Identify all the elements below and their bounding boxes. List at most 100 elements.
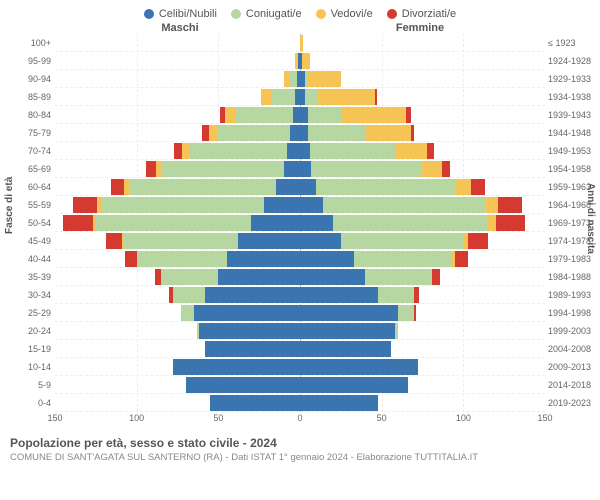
bar-segment-divorced [427, 143, 434, 159]
age-label: 30-34 [3, 290, 51, 300]
age-label: 85-89 [3, 92, 51, 102]
bar-females [300, 125, 545, 141]
bar-females [300, 233, 545, 249]
bar-males [55, 269, 300, 285]
bar-segment-divorced [468, 233, 488, 249]
birth-year-label: 1924-1928 [548, 56, 600, 66]
bar-segment-widowed [365, 125, 411, 141]
bar-females [300, 107, 545, 123]
age-row: 30-341989-1993 [55, 286, 545, 304]
x-axis: 15010050050100150 [55, 412, 545, 430]
birth-year-label: 1959-1963 [548, 182, 600, 192]
bar-segment-widowed [318, 89, 375, 105]
chart-title: Popolazione per età, sesso e stato civil… [10, 436, 590, 450]
bar-segment-married [308, 125, 365, 141]
bar-females [300, 395, 545, 411]
age-row: 90-941929-1933 [55, 70, 545, 88]
age-label: 10-14 [3, 362, 51, 372]
age-label: 75-79 [3, 128, 51, 138]
age-row: 25-291994-1998 [55, 304, 545, 322]
bar-segment-married [308, 107, 341, 123]
bar-segment-married [395, 323, 398, 339]
age-row: 45-491974-1978 [55, 232, 545, 250]
bar-segment-divorced [106, 233, 122, 249]
bar-segment-single [300, 107, 308, 123]
bar-segment-single [300, 233, 341, 249]
birth-year-label: 1939-1943 [548, 110, 600, 120]
bar-segment-divorced [174, 143, 182, 159]
bar-segment-married [96, 215, 251, 231]
legend-item: Celibi/Nubili [144, 8, 217, 20]
bar-segment-married [310, 143, 395, 159]
bar-segment-single [205, 287, 300, 303]
age-row: 60-641959-1963 [55, 178, 545, 196]
bar-segment-divorced [111, 179, 124, 195]
bar-segment-divorced [432, 269, 440, 285]
bar-males [55, 395, 300, 411]
x-tick: 150 [537, 413, 552, 423]
bar-segment-married [217, 125, 291, 141]
bar-females [300, 287, 545, 303]
bar-segment-single [300, 161, 311, 177]
chart-subtitle: COMUNE DI SANT'AGATA SUL SANTERNO (RA) -… [10, 452, 590, 463]
bar-segment-married [341, 233, 464, 249]
birth-year-label: 2009-2013 [548, 362, 600, 372]
bar-segment-divorced [414, 287, 419, 303]
bar-segment-widowed [422, 161, 442, 177]
age-row: 40-441979-1983 [55, 250, 545, 268]
pyramid-plot: 100+≤ 192395-991924-192890-941929-193385… [55, 34, 545, 412]
bar-females [300, 359, 545, 375]
bar-segment-married [316, 179, 455, 195]
legend-label: Divorziati/e [402, 8, 456, 20]
age-label: 35-39 [3, 272, 51, 282]
bar-segment-married [305, 89, 318, 105]
bar-segment-married [181, 305, 194, 321]
bar-segment-divorced [146, 161, 156, 177]
bar-males [55, 197, 300, 213]
age-label: 100+ [3, 38, 51, 48]
bar-segment-single [227, 251, 301, 267]
bar-females [300, 197, 545, 213]
age-label: 0-4 [3, 398, 51, 408]
x-tick: 50 [377, 413, 387, 423]
bar-segment-married [365, 269, 430, 285]
bar-segment-single [300, 287, 378, 303]
bar-males [55, 341, 300, 357]
age-row: 10-142009-2013 [55, 358, 545, 376]
bar-segment-single [238, 233, 300, 249]
bar-segment-divorced [63, 215, 92, 231]
bar-segment-widowed [302, 53, 310, 69]
birth-year-label: ≤ 1923 [548, 38, 600, 48]
header-females: Femmine [300, 22, 540, 34]
bar-segment-married [323, 197, 486, 213]
bar-females [300, 161, 545, 177]
bar-segment-widowed [488, 215, 496, 231]
bar-segment-single [287, 143, 300, 159]
birth-year-label: 1929-1933 [548, 74, 600, 84]
birth-year-label: 2019-2023 [548, 398, 600, 408]
bar-segment-widowed [395, 143, 428, 159]
bar-females [300, 35, 545, 51]
bar-females [300, 251, 545, 267]
bar-segment-single [300, 341, 391, 357]
side-headers: Maschi Femmine [0, 22, 600, 34]
bar-males [55, 71, 300, 87]
bar-segment-single [300, 197, 323, 213]
bar-males [55, 233, 300, 249]
age-label: 40-44 [3, 254, 51, 264]
bar-segment-married [137, 251, 227, 267]
bar-segment-married [161, 161, 284, 177]
bar-females [300, 323, 545, 339]
bar-segment-single [218, 269, 300, 285]
birth-year-label: 1934-1938 [548, 92, 600, 102]
birth-year-label: 1974-1978 [548, 236, 600, 246]
bar-females [300, 53, 545, 69]
bar-segment-married [289, 71, 297, 87]
bar-females [300, 143, 545, 159]
age-row: 70-741949-1953 [55, 142, 545, 160]
bar-females [300, 71, 545, 87]
age-label: 25-29 [3, 308, 51, 318]
birth-year-label: 1989-1993 [548, 290, 600, 300]
bar-segment-married [333, 215, 488, 231]
bar-segment-married [271, 89, 296, 105]
